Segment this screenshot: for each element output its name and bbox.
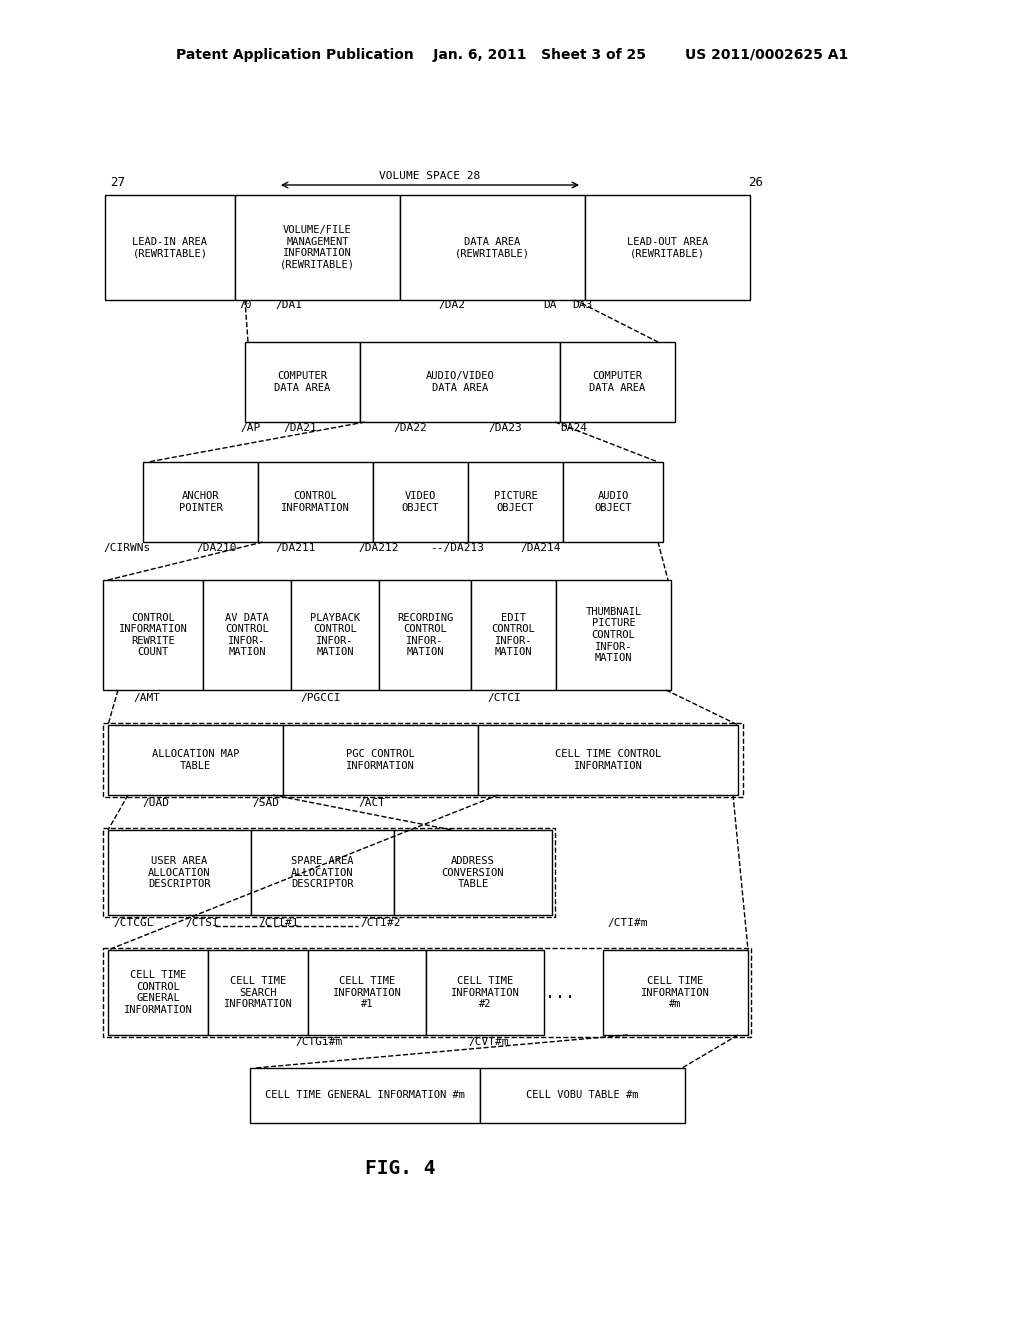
Text: CONTROL
INFORMATION
REWRITE
COUNT: CONTROL INFORMATION REWRITE COUNT <box>119 612 187 657</box>
Text: EDIT
CONTROL
INFOR-
MATION: EDIT CONTROL INFOR- MATION <box>492 612 536 657</box>
FancyBboxPatch shape <box>560 342 675 422</box>
Text: /CTI#2: /CTI#2 <box>360 917 400 928</box>
FancyBboxPatch shape <box>108 725 283 795</box>
Text: COMPUTER
DATA AREA: COMPUTER DATA AREA <box>274 371 331 393</box>
FancyBboxPatch shape <box>108 950 208 1035</box>
Text: /SAD: /SAD <box>252 799 279 808</box>
Text: ...: ... <box>545 983 575 1002</box>
FancyBboxPatch shape <box>468 462 563 543</box>
FancyBboxPatch shape <box>471 579 556 690</box>
FancyBboxPatch shape <box>245 342 360 422</box>
Text: /CTI#1: /CTI#1 <box>258 917 299 928</box>
FancyBboxPatch shape <box>373 462 468 543</box>
Text: /DA211: /DA211 <box>275 543 315 553</box>
Text: COMPUTER
DATA AREA: COMPUTER DATA AREA <box>590 371 645 393</box>
FancyBboxPatch shape <box>400 195 585 300</box>
Text: 26: 26 <box>748 176 763 189</box>
Text: /ACT: /ACT <box>358 799 385 808</box>
FancyBboxPatch shape <box>426 950 544 1035</box>
Text: /UAD: /UAD <box>142 799 169 808</box>
Text: PGC CONTROL
INFORMATION: PGC CONTROL INFORMATION <box>346 750 415 771</box>
Text: /DA212: /DA212 <box>358 543 398 553</box>
FancyBboxPatch shape <box>379 579 471 690</box>
Text: VOLUME SPACE 28: VOLUME SPACE 28 <box>379 172 480 181</box>
FancyBboxPatch shape <box>308 950 426 1035</box>
Text: /DA210: /DA210 <box>196 543 237 553</box>
FancyBboxPatch shape <box>360 342 560 422</box>
FancyBboxPatch shape <box>603 950 748 1035</box>
Text: /AP: /AP <box>240 422 260 433</box>
Text: Patent Application Publication    Jan. 6, 2011   Sheet 3 of 25        US 2011/00: Patent Application Publication Jan. 6, 2… <box>176 48 848 62</box>
Text: PLAYBACK
CONTROL
INFOR-
MATION: PLAYBACK CONTROL INFOR- MATION <box>310 612 360 657</box>
FancyBboxPatch shape <box>585 195 750 300</box>
Text: DA: DA <box>543 300 556 310</box>
FancyBboxPatch shape <box>258 462 373 543</box>
Text: ALLOCATION MAP
TABLE: ALLOCATION MAP TABLE <box>152 750 240 771</box>
FancyBboxPatch shape <box>291 579 379 690</box>
Text: /CTCGL: /CTCGL <box>113 917 154 928</box>
Text: /AMT: /AMT <box>133 693 160 704</box>
Text: ADDRESS
CONVERSION
TABLE: ADDRESS CONVERSION TABLE <box>441 855 504 890</box>
Text: AV DATA
CONTROL
INFOR-
MATION: AV DATA CONTROL INFOR- MATION <box>225 612 269 657</box>
Text: DA3: DA3 <box>572 300 592 310</box>
Text: VOLUME/FILE
MANAGEMENT
INFORMATION
(REWRITABLE): VOLUME/FILE MANAGEMENT INFORMATION (REWR… <box>280 226 355 269</box>
Text: CELL TIME CONTROL
INFORMATION: CELL TIME CONTROL INFORMATION <box>555 750 662 771</box>
Text: 27: 27 <box>110 176 125 189</box>
FancyBboxPatch shape <box>563 462 663 543</box>
FancyBboxPatch shape <box>478 725 738 795</box>
Text: /CTI#m: /CTI#m <box>607 917 647 928</box>
Text: CELL TIME
CONTROL
GENERAL
INFORMATION: CELL TIME CONTROL GENERAL INFORMATION <box>124 970 193 1015</box>
Text: ANCHOR
POINTER: ANCHOR POINTER <box>178 491 222 512</box>
FancyBboxPatch shape <box>203 579 291 690</box>
Text: CELL TIME
SEARCH
INFORMATION: CELL TIME SEARCH INFORMATION <box>223 975 293 1008</box>
Text: /CIRWNs: /CIRWNs <box>103 543 151 553</box>
FancyBboxPatch shape <box>234 195 400 300</box>
Text: /DA22: /DA22 <box>393 422 427 433</box>
Text: AUDIO
OBJECT: AUDIO OBJECT <box>594 491 632 512</box>
Text: /DA1: /DA1 <box>275 300 302 310</box>
FancyBboxPatch shape <box>105 195 234 300</box>
Text: CELL TIME
INFORMATION
#1: CELL TIME INFORMATION #1 <box>333 975 401 1008</box>
Text: /CTSI: /CTSI <box>185 917 219 928</box>
Text: /DA2: /DA2 <box>438 300 465 310</box>
Text: FIG. 4: FIG. 4 <box>365 1159 435 1177</box>
FancyBboxPatch shape <box>250 1068 480 1123</box>
Text: 70: 70 <box>238 300 252 310</box>
FancyBboxPatch shape <box>208 950 308 1035</box>
Text: /CTGi#m: /CTGi#m <box>295 1038 342 1047</box>
FancyBboxPatch shape <box>394 830 552 915</box>
Text: /DA21: /DA21 <box>283 422 316 433</box>
Text: VIDEO
OBJECT: VIDEO OBJECT <box>401 491 439 512</box>
Text: CELL VOBU TABLE #m: CELL VOBU TABLE #m <box>526 1090 639 1101</box>
FancyBboxPatch shape <box>556 579 671 690</box>
FancyBboxPatch shape <box>283 725 478 795</box>
Text: USER AREA
ALLOCATION
DESCRIPTOR: USER AREA ALLOCATION DESCRIPTOR <box>148 855 211 890</box>
Text: SPARE AREA
ALLOCATION
DESCRIPTOR: SPARE AREA ALLOCATION DESCRIPTOR <box>291 855 353 890</box>
Text: LEAD-OUT AREA
(REWRITABLE): LEAD-OUT AREA (REWRITABLE) <box>627 236 709 259</box>
Text: CELL TIME
INFORMATION
#2: CELL TIME INFORMATION #2 <box>451 975 519 1008</box>
Text: THUMBNAIL
PICTURE
CONTROL
INFOR-
MATION: THUMBNAIL PICTURE CONTROL INFOR- MATION <box>586 607 642 663</box>
FancyBboxPatch shape <box>108 830 251 915</box>
Text: /PGCCI: /PGCCI <box>300 693 341 704</box>
FancyBboxPatch shape <box>143 462 258 543</box>
Text: PICTURE
OBJECT: PICTURE OBJECT <box>494 491 538 512</box>
Text: RECORDING
CONTROL
INFOR-
MATION: RECORDING CONTROL INFOR- MATION <box>397 612 454 657</box>
Text: CELL TIME
INFORMATION
#m: CELL TIME INFORMATION #m <box>641 975 710 1008</box>
Text: AUDIO/VIDEO
DATA AREA: AUDIO/VIDEO DATA AREA <box>426 371 495 393</box>
FancyBboxPatch shape <box>480 1068 685 1123</box>
Text: --/DA213: --/DA213 <box>430 543 484 553</box>
Text: CONTROL
INFORMATION: CONTROL INFORMATION <box>282 491 350 512</box>
Text: /CVT#m: /CVT#m <box>468 1038 509 1047</box>
Text: /DA23: /DA23 <box>488 422 522 433</box>
FancyBboxPatch shape <box>251 830 394 915</box>
Text: /CTCI: /CTCI <box>487 693 521 704</box>
FancyBboxPatch shape <box>103 579 203 690</box>
Text: DATA AREA
(REWRITABLE): DATA AREA (REWRITABLE) <box>455 236 530 259</box>
Text: DA24: DA24 <box>560 422 587 433</box>
Text: CELL TIME GENERAL INFORMATION #m: CELL TIME GENERAL INFORMATION #m <box>265 1090 465 1101</box>
Text: LEAD-IN AREA
(REWRITABLE): LEAD-IN AREA (REWRITABLE) <box>132 236 208 259</box>
Text: /DA214: /DA214 <box>520 543 560 553</box>
